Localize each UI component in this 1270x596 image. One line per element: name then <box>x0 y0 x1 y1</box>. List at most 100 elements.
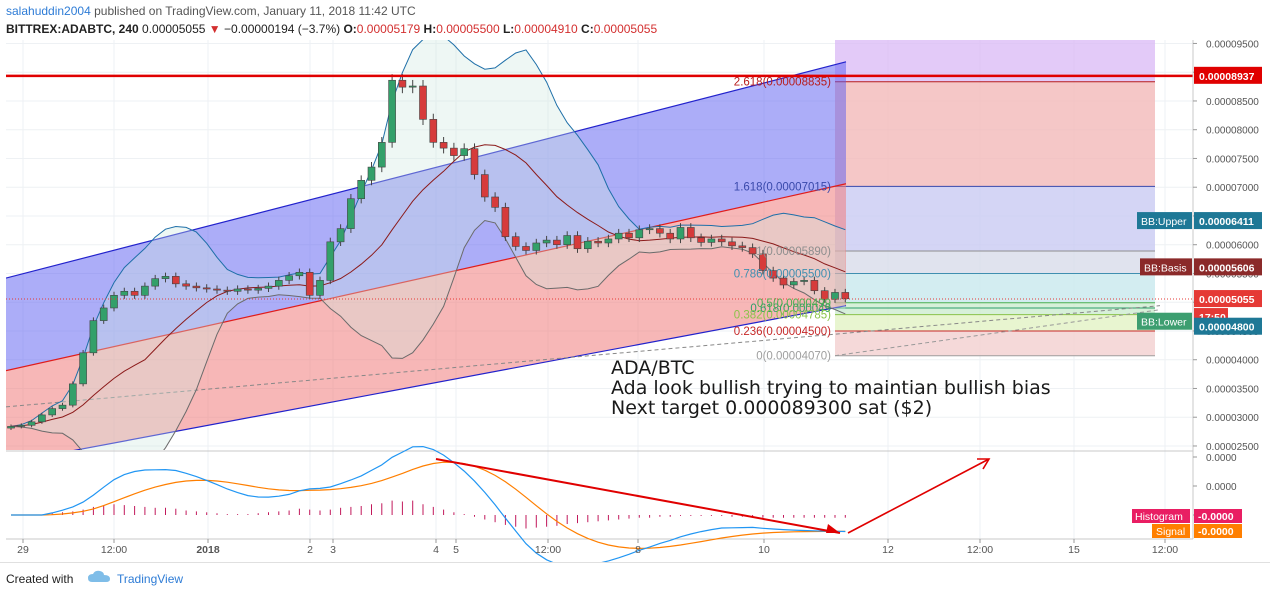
candle <box>645 228 654 231</box>
price-axis[interactable]: 0.000095000.000090000.000085000.00008000… <box>1137 39 1262 539</box>
channel-mid-line <box>6 183 847 372</box>
time-axis[interactable]: 29 12:00 2018 2 3 4 5 12:00 8 10 12 12:00 15 12:00 <box>17 539 1178 556</box>
x-tick-label: 12:00 <box>1152 544 1178 556</box>
candle <box>264 285 273 289</box>
y-tick-label: 0.00007000 <box>1206 183 1259 194</box>
candle <box>820 290 829 300</box>
signal-tag-bg <box>1152 524 1190 538</box>
candle <box>532 242 541 251</box>
bb-lower-badge: 0.00004800 <box>1194 317 1262 335</box>
tradingview-cloud-icon <box>88 570 110 582</box>
annotation-line: Ada look bullish trying to maintian bull… <box>611 377 1051 399</box>
candle <box>522 246 530 251</box>
candle <box>388 79 396 143</box>
published-text: published on TradingView.com, January 11… <box>94 4 416 18</box>
candle <box>419 85 427 120</box>
fib-zone <box>835 81 1155 187</box>
candle <box>305 272 314 296</box>
bb-basis-tag-bg <box>1140 258 1192 276</box>
candle <box>192 285 201 289</box>
fib-labels: 2.618(0.00008835) 1.618(0.00007015) 1(0.00… <box>734 77 831 363</box>
fib-zone <box>835 330 1155 356</box>
tradingview-link[interactable]: TradingView <box>117 572 184 586</box>
regression-channel[interactable] <box>6 61 1161 463</box>
bb-basis-tag: BB:Basis <box>1140 258 1192 276</box>
x-tick-label: 3 <box>330 544 336 556</box>
author-link[interactable]: salahuddin2004 <box>6 4 91 18</box>
candle <box>583 240 592 250</box>
candle <box>480 174 489 198</box>
candle <box>450 147 458 156</box>
candle <box>295 272 304 277</box>
candle <box>254 288 262 291</box>
signal-value: -0.0000 <box>1198 526 1234 538</box>
x-tick-label: 12:00 <box>101 544 127 556</box>
y-tick-label: 0.00003500 <box>1206 384 1259 395</box>
candle <box>99 307 108 321</box>
candle <box>697 237 705 243</box>
candle <box>429 119 438 143</box>
candle <box>717 238 726 243</box>
candle <box>831 292 839 300</box>
candle <box>408 85 417 88</box>
x-tick-label: 5 <box>453 544 459 556</box>
macd-y-label: 0.0000 <box>1206 482 1237 493</box>
resistance-badge: 0.00008937 <box>1194 66 1262 84</box>
candle <box>326 241 335 281</box>
candle <box>17 424 26 427</box>
y-tick-label: 0.00003000 <box>1206 413 1259 424</box>
bb-upper-badge-bg <box>1194 212 1262 230</box>
chart-header: salahuddin2004 published on TradingView.… <box>0 0 1270 40</box>
candle <box>110 295 118 309</box>
candle <box>377 142 386 168</box>
annotation-line: ADA/BTC <box>611 357 695 379</box>
price-chart[interactable]: 2.618(0.00008835) 1.618(0.00007015) 1(0.00… <box>0 0 1270 562</box>
candle <box>151 278 159 287</box>
y-tick-label: 0.00008000 <box>1206 126 1259 137</box>
candle <box>635 229 644 239</box>
low-value: 0.00004910 <box>514 22 578 36</box>
fib-retracement[interactable] <box>834 40 1161 357</box>
candle <box>810 280 819 292</box>
channel-upper-zone <box>6 61 846 371</box>
bb-lower-badge-text: 0.00004800 <box>1199 322 1255 334</box>
publish-line: salahuddin2004 published on TradingView.… <box>6 4 416 18</box>
open-value: 0.00005179 <box>356 22 421 36</box>
candle <box>336 228 345 243</box>
bb-upper-line <box>10 40 846 427</box>
fib-label: 0.786(0.00005500) <box>734 268 831 280</box>
candle <box>553 239 561 246</box>
fib-label: 0.382(0.00004785) <box>734 310 831 322</box>
histogram-value-bg <box>1194 509 1242 523</box>
candle <box>491 196 499 208</box>
low-label: L: <box>502 22 515 36</box>
candle <box>233 288 242 292</box>
channel-upper-line <box>6 61 847 279</box>
symbol-label[interactable]: BITTREX:ADABTC, 240 <box>6 22 139 36</box>
x-tick-label: 12 <box>882 544 894 556</box>
candle <box>285 275 293 281</box>
annotation-line: Next target 0.000089300 sat ($2) <box>611 397 932 419</box>
candle <box>69 383 77 406</box>
bb-lower-tag-bg <box>1137 312 1192 330</box>
fib-label: 0(0.00004070) <box>756 351 831 363</box>
candle <box>604 238 613 244</box>
last-price-badge-bg <box>1194 290 1262 308</box>
ohlc-line: BITTREX:ADABTC, 240 0.00005055 ▼ −0.0000… <box>6 22 657 36</box>
candles <box>6 74 1193 430</box>
x-tick-label: 12:00 <box>535 544 561 556</box>
candle <box>511 236 520 247</box>
bb-upper-badge-text: 0.00006411 <box>1199 216 1254 228</box>
bollinger-bands <box>10 40 846 450</box>
fib-zone <box>835 273 1155 303</box>
bb-lower-line <box>10 219 846 450</box>
y-tick-label: 0.00002500 <box>1206 442 1259 453</box>
candle <box>316 280 324 296</box>
high-label: H: <box>423 22 437 36</box>
candle <box>594 240 602 244</box>
fib-label: 1(0.00005890) <box>756 246 831 258</box>
fib-label: 0.618(0.000049 <box>750 303 831 315</box>
candle <box>779 277 788 286</box>
candle <box>470 148 479 175</box>
